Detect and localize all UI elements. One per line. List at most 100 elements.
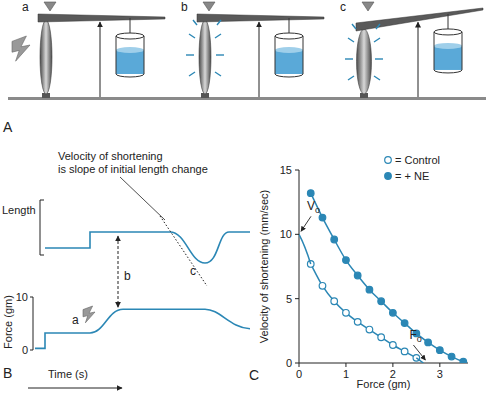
data-point <box>343 310 350 317</box>
legend-label: = + NE <box>395 170 429 182</box>
marker-label: b <box>124 269 131 283</box>
axis-label: Length <box>2 204 36 216</box>
fit-curve <box>311 264 417 358</box>
pivot <box>362 2 374 11</box>
activation-dash <box>348 38 354 42</box>
data-point <box>331 298 338 305</box>
fulcrum <box>418 22 419 97</box>
water <box>116 50 144 74</box>
y-tick <box>295 363 299 364</box>
force-tick-label: 10 <box>16 291 28 303</box>
base <box>8 97 168 100</box>
data-point <box>378 334 385 341</box>
y-tick-label: 0 <box>286 357 292 369</box>
x-tick-label: 1 <box>343 368 349 380</box>
fit-extension <box>416 358 423 363</box>
plot-data <box>299 190 467 363</box>
water <box>434 46 462 70</box>
legend-label: = Control <box>395 154 440 166</box>
x-tick-label: 3 <box>437 368 443 380</box>
setup-label: c <box>340 0 346 14</box>
force-tick <box>30 350 33 351</box>
activation-dash <box>352 24 356 29</box>
y-tick-label: 5 <box>286 293 292 305</box>
activation-dash <box>374 38 380 42</box>
panel-label: A <box>3 119 13 135</box>
activation-dash <box>193 20 197 25</box>
data-point <box>401 320 408 327</box>
y-tick <box>295 170 299 171</box>
y-tick <box>295 298 299 299</box>
legend-marker <box>385 157 392 164</box>
setup: b <box>167 0 327 100</box>
activation-dash <box>345 58 353 59</box>
fit-curve <box>311 193 464 362</box>
water-surface <box>434 43 462 49</box>
lever <box>356 8 483 31</box>
annotation-arrow <box>413 345 425 360</box>
data-point <box>390 310 397 317</box>
data-point <box>448 353 455 360</box>
setup-label: a <box>22 0 29 14</box>
stimulus-bolt <box>12 36 30 61</box>
data-point <box>307 190 314 197</box>
force-tick-label: 0 <box>22 344 28 356</box>
axis-label: Time (s) <box>48 368 88 380</box>
lever <box>38 14 165 22</box>
data-point <box>366 326 373 333</box>
time-arrow <box>28 388 122 389</box>
setup-label: b <box>181 0 188 14</box>
data-point <box>354 319 361 326</box>
data-point <box>401 348 408 355</box>
data-point <box>319 214 326 221</box>
length-bracket <box>40 200 44 255</box>
data-point <box>378 298 385 305</box>
data-point <box>366 286 373 293</box>
activation-dash <box>215 34 221 38</box>
data-point <box>425 339 432 346</box>
marker-label: a <box>72 313 79 327</box>
bucket <box>116 36 144 77</box>
annotation-subscript: o <box>315 205 320 215</box>
figure: AabcVelocity of shorteningis slope of in… <box>0 0 486 393</box>
y-tick-label: 15 <box>280 164 292 176</box>
fulcrum <box>259 22 260 97</box>
lever <box>197 14 324 22</box>
y-axis-label: Velocity of shortening (mm/sec) <box>258 190 270 343</box>
activation-dash <box>217 20 221 25</box>
data-point <box>390 342 397 349</box>
b-arrow <box>118 236 119 307</box>
activation-dash <box>374 76 380 80</box>
panel-label: B <box>3 365 12 381</box>
annotation: Vo <box>307 199 320 215</box>
activation-dash <box>348 76 354 80</box>
base <box>167 97 327 100</box>
y-axis <box>299 170 300 363</box>
water-surface <box>275 47 303 53</box>
data-point <box>343 257 350 264</box>
x-axis <box>299 363 468 364</box>
force-trace <box>35 309 250 348</box>
bucket-rim <box>434 29 462 35</box>
setup: a <box>8 0 168 100</box>
water <box>275 50 303 74</box>
bucket-rim <box>275 33 303 39</box>
data-point <box>319 283 326 290</box>
activation-dash <box>216 54 224 55</box>
data-point <box>331 236 338 243</box>
activation-dash <box>375 58 383 59</box>
tangent <box>160 216 207 286</box>
x-axis-label: Force (gm) <box>357 378 411 390</box>
x-tick-label: 0 <box>296 368 302 380</box>
marker-label: c <box>190 264 196 278</box>
muscle <box>40 20 52 94</box>
pivot <box>203 2 215 11</box>
x-tick <box>299 363 300 367</box>
data-point <box>354 272 361 279</box>
activation-dash <box>189 34 195 38</box>
x-tick <box>439 363 440 367</box>
annotation-subscript: o <box>417 334 422 344</box>
x-tick <box>392 363 393 367</box>
annotation: Fo <box>409 328 421 344</box>
length-trace <box>45 232 250 263</box>
